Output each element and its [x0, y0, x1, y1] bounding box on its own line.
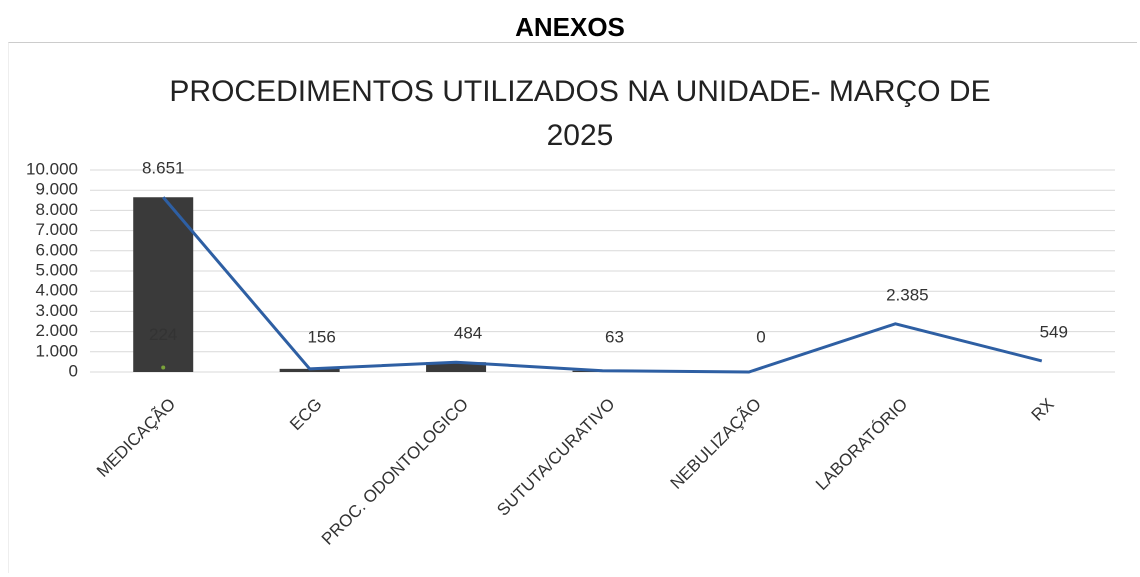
chart-frame	[8, 42, 1137, 573]
data-label: 484	[454, 324, 482, 343]
y-tick-label: 4.000	[35, 281, 78, 300]
data-label: 549	[1040, 322, 1068, 341]
x-tick-label: PROC. ODONTOLOGICO	[318, 395, 472, 549]
y-tick-label: 0	[69, 361, 78, 380]
y-tick-label: 1.000	[35, 341, 78, 360]
y-tick-label: 3.000	[35, 301, 78, 320]
point	[161, 365, 166, 370]
bar	[426, 362, 487, 372]
y-tick-label: 7.000	[35, 220, 78, 239]
bar	[279, 368, 340, 372]
data-label: 0	[756, 327, 765, 346]
y-tick-label: 2.000	[35, 321, 78, 340]
data-label: 2.385	[886, 285, 929, 304]
x-tick-label: LABORATÓRIO	[812, 395, 911, 494]
data-label: 8.651	[142, 159, 185, 178]
x-tick-label: SUTUTA/CURATIVO	[493, 395, 618, 520]
line	[162, 196, 1043, 374]
header: ANEXOS	[515, 12, 625, 42]
data-label: 224	[149, 325, 177, 344]
x-tick-label: ECG	[286, 395, 325, 434]
data-label: 156	[307, 327, 335, 346]
x-tick-label: NEBULIZAÇÃO	[667, 395, 765, 493]
bar	[133, 197, 194, 372]
y-tick-label: 5.000	[35, 260, 78, 279]
x-tick-label: RX	[1028, 395, 1058, 425]
y-tick-label: 10.000	[26, 159, 78, 178]
data-label: 63	[605, 327, 624, 346]
y-tick-label: 9.000	[35, 180, 78, 199]
x-tick-label: MEDICAÇÃO	[93, 395, 179, 481]
y-tick-label: 8.000	[35, 200, 78, 219]
y-tick-label: 6.000	[35, 240, 78, 259]
chart-title: PROCEDIMENTOS UTILIZADOS NA UNIDADE- MAR…	[169, 75, 991, 152]
